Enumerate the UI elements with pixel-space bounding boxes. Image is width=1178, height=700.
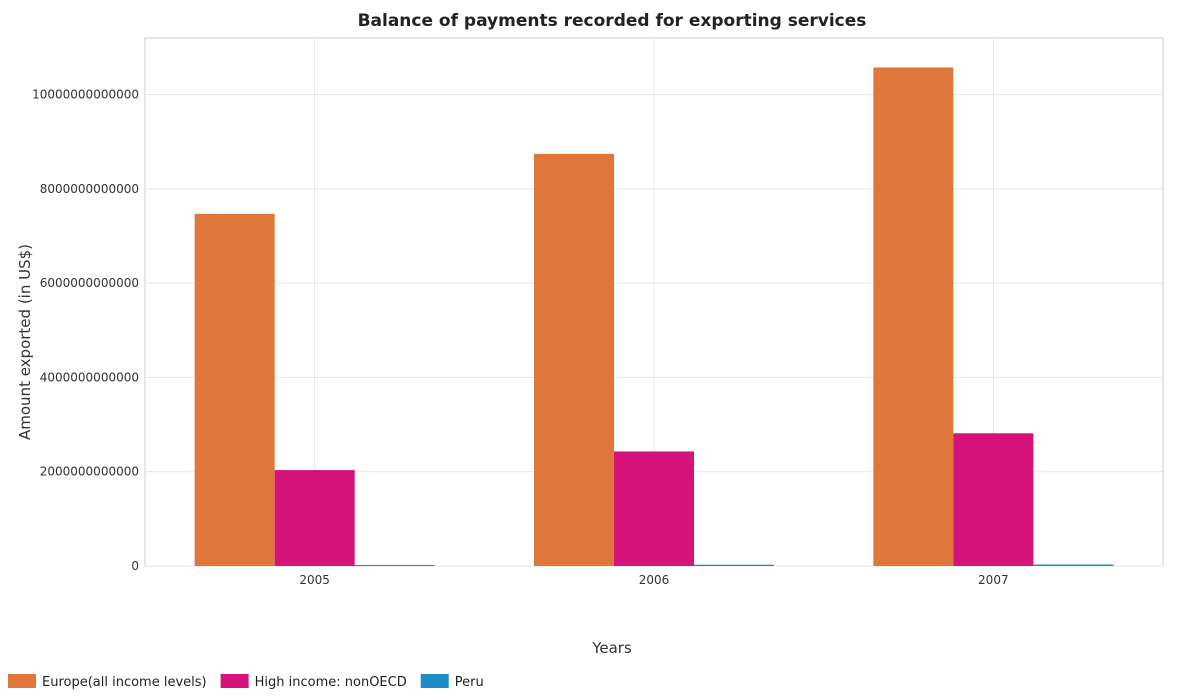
y-tick-label: 2000000000000 — [40, 465, 139, 479]
legend-label: Europe(all income levels) — [42, 675, 207, 690]
x-tick-label: 2005 — [299, 573, 330, 587]
x-axis-title: Years — [591, 639, 632, 657]
y-tick-label: 10000000000000 — [32, 88, 139, 102]
legend: Europe(all income levels) High income: no… — [8, 674, 484, 690]
legend-label: Peru — [455, 675, 484, 690]
y-tick-label: 6000000000000 — [40, 276, 139, 290]
y-axis-ticks: 0 2000000000000 4000000000000 6000000000000… — [32, 88, 139, 573]
legend-label: High income: nonOECD — [255, 675, 407, 690]
bar-europe-all-income-levels--2006 — [534, 153, 614, 566]
bar-high-income-nonoecd-2006 — [614, 451, 694, 566]
legend-swatch — [220, 674, 249, 688]
bar-high-income-nonoecd-2005 — [274, 470, 355, 566]
x-tick-label: 2006 — [639, 573, 670, 587]
legend-swatch — [420, 674, 449, 688]
bar-peru-2006 — [694, 564, 774, 566]
bar-europe-all-income-levels--2007 — [873, 67, 954, 566]
x-tick-label: 2007 — [978, 573, 1009, 587]
y-axis-title: Amount exported (in US$) — [16, 244, 34, 440]
y-tick-label: 4000000000000 — [40, 370, 139, 384]
x-axis-ticks: 2005 2006 2007 — [299, 573, 1008, 587]
legend-swatch — [8, 674, 36, 688]
y-tick-label: 8000000000000 — [40, 182, 139, 196]
bar-europe-all-income-levels--2005 — [194, 213, 275, 567]
y-tick-label: 0 — [131, 559, 139, 573]
bar-peru-2007 — [1033, 564, 1114, 566]
bar-peru-2005 — [354, 564, 435, 566]
bars — [194, 67, 1114, 567]
bar-high-income-nonoecd-2007 — [953, 433, 1034, 566]
chart-title: Balance of payments recorded for exporti… — [358, 11, 867, 31]
